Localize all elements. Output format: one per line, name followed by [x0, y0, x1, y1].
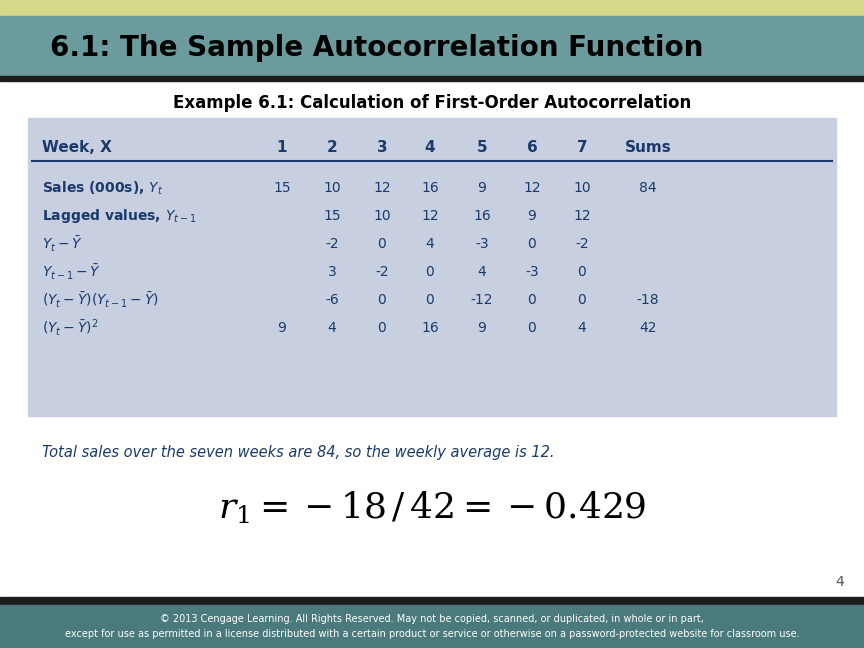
Text: 0: 0 [528, 293, 537, 307]
Bar [0, 597, 864, 605]
Text: 9: 9 [478, 181, 486, 195]
Text: -2: -2 [375, 265, 389, 279]
Text: Sales (000s), $Y_t$: Sales (000s), $Y_t$ [42, 179, 163, 197]
Text: -2: -2 [325, 237, 339, 251]
Text: -3: -3 [475, 237, 489, 251]
Text: 4: 4 [327, 321, 336, 335]
Text: 12: 12 [524, 181, 541, 195]
Bar [28, 118, 836, 416]
Text: 4: 4 [426, 237, 435, 251]
Text: 10: 10 [573, 181, 591, 195]
Text: $Y_{t-1} - \bar{Y}$: $Y_{t-1} - \bar{Y}$ [42, 262, 101, 282]
Text: $(Y_t - \bar{Y})^2$: $(Y_t - \bar{Y})^2$ [42, 318, 98, 338]
Text: 16: 16 [421, 181, 439, 195]
Text: $r_1 = -18\,/\,42 = -0.429$: $r_1 = -18\,/\,42 = -0.429$ [218, 490, 646, 526]
Text: 0: 0 [378, 321, 386, 335]
Text: © 2013 Cengage Learning. All Rights Reserved. May not be copied, scanned, or dup: © 2013 Cengage Learning. All Rights Rese… [160, 614, 704, 624]
Text: Lagged values, $Y_{t-1}$: Lagged values, $Y_{t-1}$ [42, 207, 196, 225]
Text: 6.1: The Sample Autocorrelation Function: 6.1: The Sample Autocorrelation Function [50, 34, 703, 62]
Text: 2: 2 [327, 141, 337, 156]
Text: 7: 7 [576, 141, 588, 156]
Bar [0, 76, 864, 81]
Text: -6: -6 [325, 293, 339, 307]
Text: Week, X: Week, X [42, 141, 111, 156]
Text: -2: -2 [575, 237, 588, 251]
Text: 9: 9 [528, 209, 537, 223]
Text: 16: 16 [421, 321, 439, 335]
Text: 0: 0 [378, 237, 386, 251]
Text: 10: 10 [373, 209, 391, 223]
Text: 0: 0 [528, 321, 537, 335]
Text: 0: 0 [578, 293, 587, 307]
Text: -12: -12 [471, 293, 493, 307]
Text: Sums: Sums [625, 141, 671, 156]
Text: 16: 16 [473, 209, 491, 223]
Text: Example 6.1: Calculation of First-Order Autocorrelation: Example 6.1: Calculation of First-Order … [173, 94, 691, 112]
Bar [0, 16, 864, 76]
Text: 84: 84 [639, 181, 657, 195]
Bar [0, 605, 864, 648]
Text: 0: 0 [578, 265, 587, 279]
Text: $Y_t - \bar{Y}$: $Y_t - \bar{Y}$ [42, 235, 83, 253]
Text: 4: 4 [425, 141, 435, 156]
Text: 42: 42 [639, 321, 657, 335]
Text: 4: 4 [578, 321, 587, 335]
Text: 12: 12 [373, 181, 391, 195]
Text: 15: 15 [273, 181, 291, 195]
Text: 0: 0 [426, 293, 435, 307]
Text: 0: 0 [378, 293, 386, 307]
Text: -18: -18 [637, 293, 659, 307]
Text: -3: -3 [525, 265, 539, 279]
Text: 3: 3 [377, 141, 387, 156]
Text: 6: 6 [527, 141, 537, 156]
Text: 9: 9 [478, 321, 486, 335]
Text: except for use as permitted in a license distributed with a certain product or s: except for use as permitted in a license… [65, 629, 799, 639]
Text: 4: 4 [835, 575, 844, 589]
Text: 9: 9 [277, 321, 287, 335]
Text: 10: 10 [323, 181, 340, 195]
Text: Total sales over the seven weeks are 84, so the weekly average is 12.: Total sales over the seven weeks are 84,… [42, 445, 555, 459]
Text: 0: 0 [426, 265, 435, 279]
Bar [0, 0, 864, 16]
Text: 0: 0 [528, 237, 537, 251]
Text: 12: 12 [573, 209, 591, 223]
Text: $(Y_t - \bar{Y})(Y_{t-1} - \bar{Y})$: $(Y_t - \bar{Y})(Y_{t-1} - \bar{Y})$ [42, 290, 159, 310]
Text: 3: 3 [327, 265, 336, 279]
Text: 12: 12 [421, 209, 439, 223]
Text: 15: 15 [323, 209, 340, 223]
Text: 1: 1 [276, 141, 287, 156]
Text: 4: 4 [478, 265, 486, 279]
Text: 5: 5 [477, 141, 487, 156]
